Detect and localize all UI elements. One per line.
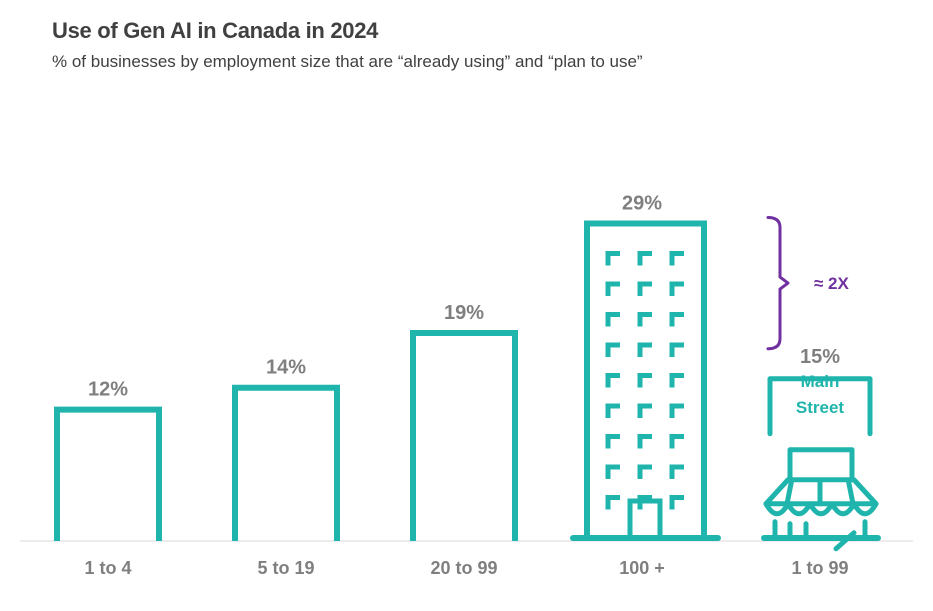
- category-labels-group: 1 to 4 5 to 19 20 to 99 100 + 1 to 99: [84, 558, 848, 578]
- building-window: [637, 494, 652, 510]
- value-label-2: 14%: [266, 357, 306, 379]
- office-building-icon: [570, 220, 721, 541]
- storefront-sign-line2: Street: [796, 398, 845, 417]
- building-window: [605, 433, 620, 449]
- comparison-bracket: [766, 215, 790, 351]
- building-window: [669, 403, 684, 418]
- comparison-annotation: ≈ 2X: [814, 274, 850, 293]
- storefront-awning-stripe: [846, 479, 856, 507]
- building-window: [605, 494, 620, 510]
- building-door: [627, 498, 663, 537]
- storefront-awning-scallops: [763, 501, 879, 517]
- building-window: [669, 433, 684, 449]
- building-window: [669, 464, 684, 479]
- storefront-sign-frame: [767, 376, 873, 437]
- building-window: [605, 464, 620, 479]
- building-window: [637, 403, 652, 418]
- building-window: [637, 311, 652, 327]
- value-labels-group: 12% 14% 19% 29% 15%: [88, 192, 840, 400]
- building-window: [605, 281, 620, 296]
- value-label-4: 29%: [622, 192, 662, 214]
- building-window: [637, 342, 652, 357]
- storefront-icon: [761, 376, 881, 552]
- category-label-3: 20 to 99: [430, 558, 497, 578]
- category-label-4: 100 +: [619, 558, 665, 578]
- storefront-sign-line1: Main: [801, 372, 840, 391]
- chart-subtitle: % of businesses by employment size that …: [52, 52, 643, 71]
- storefront-roof: [787, 447, 855, 483]
- building-window: [637, 372, 652, 388]
- category-label-1: 1 to 4: [84, 558, 131, 578]
- building-window: [669, 311, 684, 327]
- building-window: [605, 372, 620, 388]
- building-window: [605, 311, 620, 327]
- value-label-3: 19%: [444, 302, 484, 324]
- building-window: [637, 281, 652, 296]
- building-window: [669, 372, 684, 388]
- value-label-5: 15%: [800, 346, 840, 368]
- building-window: [669, 281, 684, 296]
- building-window: [669, 494, 684, 510]
- building-window: [637, 250, 652, 266]
- bar-3: [410, 329, 518, 541]
- chart-title: Use of Gen AI in Canada in 2024: [52, 18, 379, 43]
- category-label-2: 5 to 19: [257, 558, 314, 578]
- building-outline: [584, 220, 707, 538]
- building-window: [605, 250, 620, 266]
- building-window: [669, 342, 684, 357]
- storefront-awning-stripe: [784, 479, 794, 507]
- building-window: [605, 403, 620, 418]
- building-window: [669, 250, 684, 266]
- building-window: [637, 433, 652, 449]
- bar-2: [232, 384, 340, 541]
- bars-group: [54, 220, 881, 552]
- bar-1: [54, 406, 162, 541]
- category-label-5: 1 to 99: [791, 558, 848, 578]
- building-window: [605, 342, 620, 357]
- building-window: [637, 464, 652, 479]
- value-label-1: 12%: [88, 379, 128, 401]
